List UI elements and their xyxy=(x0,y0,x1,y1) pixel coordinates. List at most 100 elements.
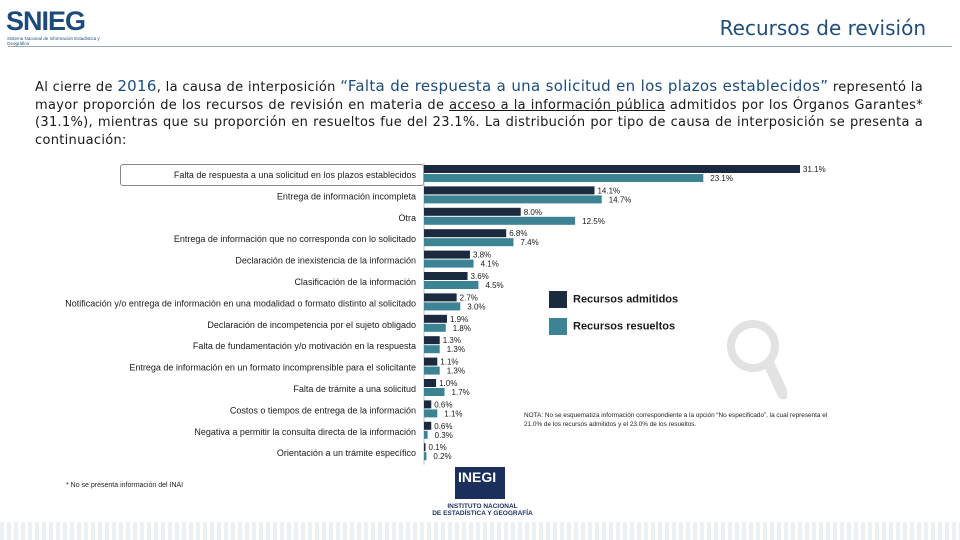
data-label: 7.4% xyxy=(520,238,538,247)
legend-resueltos: Recursos resueltos xyxy=(549,318,675,335)
category-label: Falta de trámite a una solicitud xyxy=(293,384,416,394)
magnifier-icon xyxy=(727,320,787,400)
data-label: 1.9% xyxy=(450,315,468,324)
data-label: 3.6% xyxy=(471,272,489,281)
data-label: 1.1% xyxy=(440,358,458,367)
intro-underlined: acceso a la información pública xyxy=(449,97,666,113)
data-label: 0.6% xyxy=(434,400,452,409)
bar-resueltos xyxy=(424,345,440,354)
data-label: 23.1% xyxy=(710,174,733,183)
bar-resueltos xyxy=(424,216,576,225)
data-label: 14.1% xyxy=(597,186,620,195)
data-label: 31.1% xyxy=(803,165,826,174)
bar-resueltos xyxy=(424,238,514,247)
bar-admitidos xyxy=(424,400,432,409)
inegi-line-2: DE ESTADÍSTICA Y GEOGRAFÍA xyxy=(432,510,533,517)
bar-admitidos xyxy=(424,229,507,238)
data-label: 4.5% xyxy=(485,281,503,290)
snieg-logo-subtitle: Sistema Nacional de Información Estadíst… xyxy=(7,36,100,46)
legend-swatch-admitidos xyxy=(549,291,567,308)
bar-resueltos xyxy=(424,302,461,311)
bar-resueltos xyxy=(424,388,445,396)
data-label: 1.1% xyxy=(444,409,462,418)
legend-admitidos: Recursos admitidos xyxy=(549,291,678,308)
data-label: 1.7% xyxy=(452,388,470,397)
bar-admitidos xyxy=(424,250,470,259)
bar-resueltos xyxy=(424,174,704,182)
data-label: 0.3% xyxy=(435,431,453,440)
bar-resueltos xyxy=(424,195,602,204)
page-title: Recursos de revisión xyxy=(719,16,926,40)
bar-admitidos xyxy=(424,421,432,430)
category-label: Declaración de inexistencia de la inform… xyxy=(235,256,416,266)
bar-resueltos xyxy=(424,281,479,289)
bar-admitidos xyxy=(424,293,457,302)
bar-admitidos xyxy=(424,186,595,195)
data-label: 4.1% xyxy=(481,260,499,269)
data-label: 0.1% xyxy=(429,443,447,452)
data-label: 2.7% xyxy=(460,293,478,302)
data-label: 1.8% xyxy=(453,324,471,333)
data-label: 1.3% xyxy=(447,345,465,354)
category-label: Entrega de información incompleta xyxy=(277,191,416,201)
category-label: Otra xyxy=(398,213,416,223)
category-label: Negativa a permitir la consulta directa … xyxy=(194,427,416,437)
inegi-logo-subtitle: INSTITUTO NACIONAL DE ESTADÍSTICA Y GEOGR… xyxy=(420,503,545,517)
category-label: Entrega de información que no correspond… xyxy=(174,234,416,244)
intro-text-3: representó la mayor proporción de los re… xyxy=(35,80,923,113)
data-label: 1.3% xyxy=(447,367,465,376)
inegi-line-1: INSTITUTO NACIONAL xyxy=(447,503,518,510)
snieg-logo: SNIEG Sistema Nacional de Información Es… xyxy=(6,6,106,50)
data-label: 3.0% xyxy=(467,302,485,311)
bar-admitidos xyxy=(424,207,521,216)
bar-resueltos xyxy=(424,452,427,461)
snieg-logo-text: SNIEG xyxy=(6,6,86,36)
intro-text-2: , la causa de interposición xyxy=(156,80,341,95)
intro-year: 2016 xyxy=(117,77,157,95)
legend-label-admitidos: Recursos admitidos xyxy=(573,293,679,306)
data-label: 12.5% xyxy=(582,217,605,226)
footer-strip xyxy=(0,522,960,540)
legend-label-resueltos: Recursos resueltos xyxy=(573,320,676,333)
data-label: 1.0% xyxy=(439,379,457,388)
category-label: Notificación y/o entrega de información … xyxy=(65,298,416,308)
data-label: 0.6% xyxy=(434,422,452,431)
inegi-logo-text: INEGI xyxy=(458,469,497,485)
footnote: * No se presenta información del INAI xyxy=(66,482,184,489)
data-label: 3.8% xyxy=(473,251,491,260)
category-label: Entrega de información en un formato inc… xyxy=(129,363,416,373)
bar-admitidos xyxy=(424,336,440,345)
bar-admitidos xyxy=(424,165,800,173)
data-label: 14.7% xyxy=(609,195,632,204)
bar-admitidos xyxy=(424,379,437,387)
bar-admitidos xyxy=(424,357,438,366)
data-label: 8.0% xyxy=(524,208,542,217)
intro-text-4: admitidos por los Órganos Garantes* (31.… xyxy=(35,97,924,148)
data-label: 0.2% xyxy=(433,452,451,461)
data-label: 1.3% xyxy=(443,336,461,345)
category-label: Declaración de incompetencia por el suje… xyxy=(207,320,416,330)
intro-text-1: Al cierre de xyxy=(35,80,118,95)
chart-note: NOTA: No se esquematiza información corr… xyxy=(524,412,828,428)
bar-resueltos xyxy=(424,259,474,268)
bar-resueltos xyxy=(424,323,446,332)
bar-resueltos xyxy=(424,430,428,439)
category-label: Orientación a un trámite específico xyxy=(277,448,416,458)
bar-resueltos xyxy=(424,409,438,418)
category-label: Clasificación de la información xyxy=(294,277,416,287)
bar-resueltos xyxy=(424,366,440,375)
category-label: Falta de fundamentación y/o motivación e… xyxy=(193,341,416,351)
bar-admitidos xyxy=(424,443,426,452)
intro-paragraph: Al cierre de 2016, la causa de interposi… xyxy=(35,77,924,149)
inegi-logo-mark xyxy=(455,467,505,499)
bar-admitidos xyxy=(424,314,447,323)
category-label: Falta de respuesta a una solicitud en lo… xyxy=(174,170,417,180)
inegi-logo: INEGI INSTITUTO NACIONAL DE ESTADÍSTICA Y… xyxy=(420,467,545,529)
category-label: Costos o tiempos de entrega de la inform… xyxy=(230,405,416,415)
intro-quote: “Falta de respuesta a una solicitud en l… xyxy=(340,77,829,95)
bar-admitidos xyxy=(424,272,468,280)
legend-swatch-resueltos xyxy=(549,318,567,335)
title-divider xyxy=(8,46,952,47)
data-label: 6.8% xyxy=(509,229,527,238)
